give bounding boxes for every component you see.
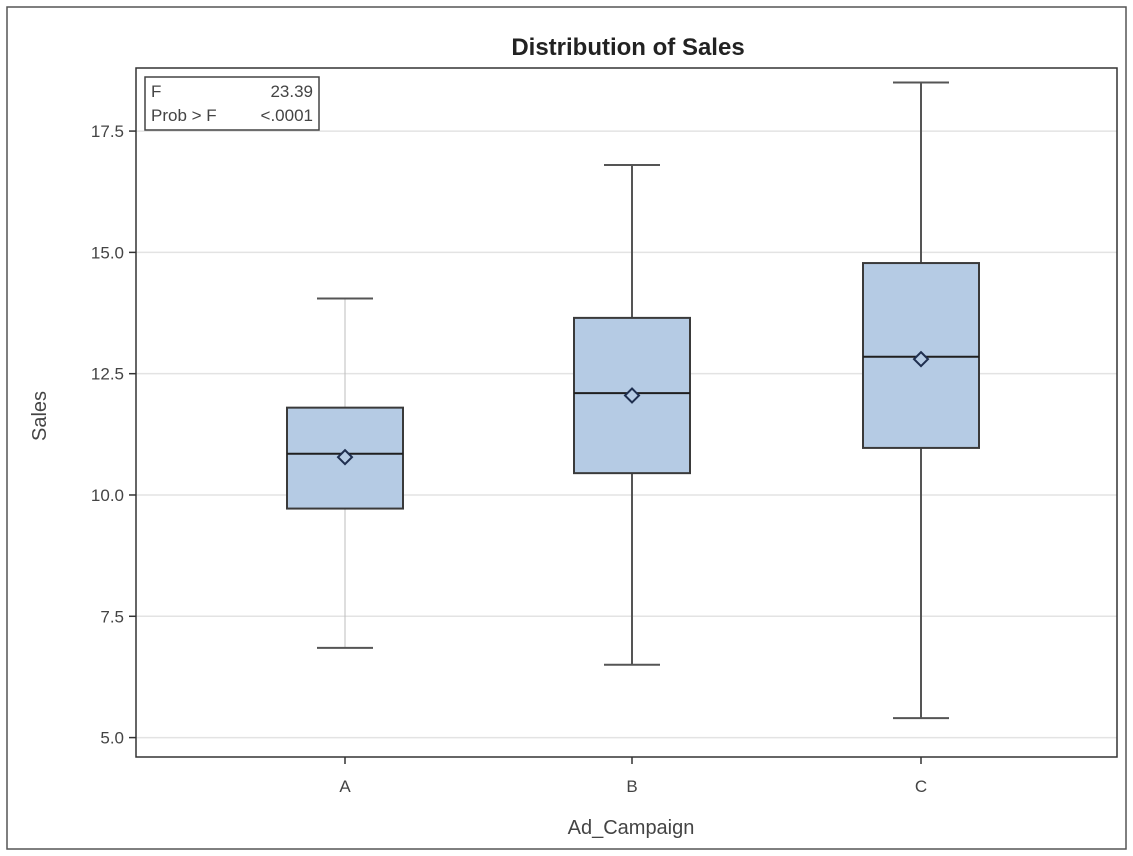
mean-marker [912,350,930,368]
y-tick-label: 7.5 [100,607,124,626]
box-plot-b [573,164,691,666]
y-tick-label: 15.0 [91,243,124,262]
plot-area-frame [135,67,1118,758]
chart-title: Distribution of Sales [511,34,744,61]
stats-inset: F 23.39 Prob > F <.0001 [144,76,320,131]
iqr-box [573,316,691,475]
stats-inset-box [144,76,320,131]
y-axis-label: Sales [29,391,51,441]
y-tick-label: 5.0 [100,729,124,748]
box-plot-c [862,81,980,720]
x-tick-label: B [626,777,637,796]
x-tick-label: C [915,777,927,796]
stats-prob-label: Prob > F [151,106,217,125]
stats-f-value: 23.39 [270,82,313,101]
stats-f-label: F [151,82,161,101]
box-plot-a [286,297,404,649]
x-axis-label: Ad_Campaign [568,817,695,839]
x-tick-label: A [339,777,351,796]
box-plots [286,81,980,720]
y-tick-label: 17.5 [91,122,124,141]
mean-marker [336,448,354,466]
y-tick-label: 10.0 [91,486,124,505]
mean-marker [623,387,641,404]
stats-prob-value: <.0001 [261,106,313,125]
axes: 5.0 7.5 10.0 12.5 15.0 17.5 A B C [91,122,927,796]
y-tick-label: 12.5 [91,365,124,384]
